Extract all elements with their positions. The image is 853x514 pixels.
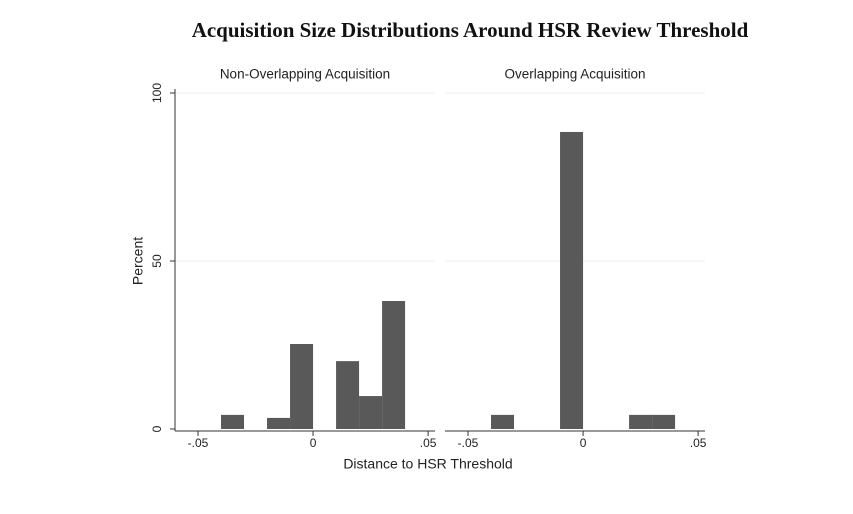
x-tick-label: -.05 [188, 436, 209, 450]
x-tick-label: .05 [420, 436, 437, 450]
x-tick-label: 0 [310, 436, 317, 450]
bar [290, 343, 314, 429]
y-axis-label: Percent [130, 237, 146, 285]
y-tick-label: 0 [150, 425, 164, 432]
y-tick-label: 100 [150, 83, 164, 103]
bar [629, 414, 653, 429]
bar [652, 414, 676, 429]
x-tick-label: 0 [580, 436, 587, 450]
bar [267, 417, 291, 429]
bar [382, 300, 406, 429]
y-tick-label: 50 [150, 254, 164, 268]
x-axis-label: Distance to HSR Threshold [343, 456, 512, 472]
x-tick-label: .05 [690, 436, 707, 450]
bar [491, 414, 515, 429]
chart-title: Acquisition Size Distributions Around HS… [192, 18, 749, 42]
panel-title: Overlapping Acquisition [504, 67, 645, 82]
bar [221, 414, 245, 429]
bar [336, 361, 360, 429]
panel-title: Non-Overlapping Acquisition [220, 67, 390, 82]
bar [560, 131, 584, 429]
bar [359, 396, 383, 429]
x-tick-label: -.05 [458, 436, 479, 450]
